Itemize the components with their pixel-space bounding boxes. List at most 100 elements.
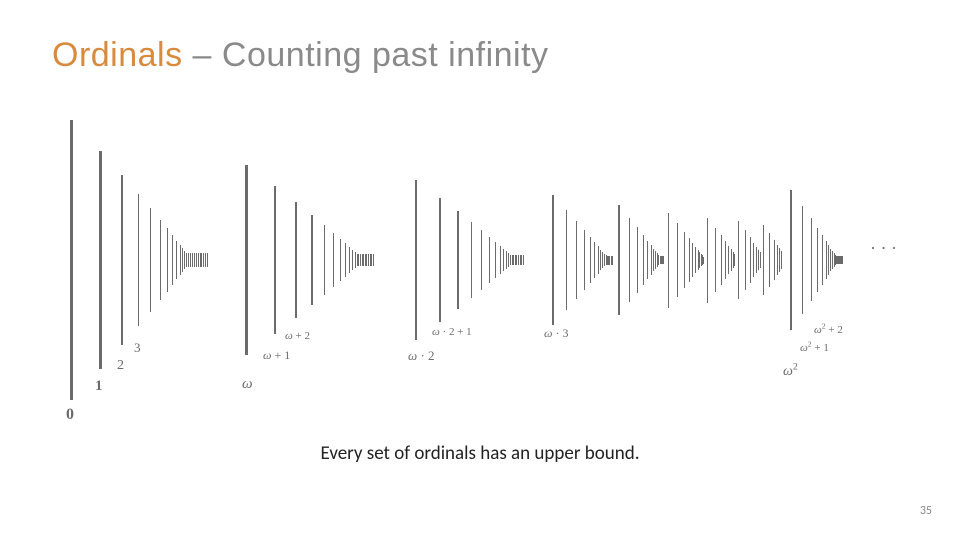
- ordinal-bar: [363, 254, 364, 266]
- ordinal-bar: [415, 180, 417, 340]
- ordinal-bar: [769, 233, 770, 286]
- ordinal-bar: [817, 228, 818, 292]
- ordinal-bar: [368, 254, 369, 266]
- ordinal-bar: [245, 165, 248, 355]
- ordinal-bar: [552, 195, 554, 325]
- ordinal-bar: [138, 194, 140, 327]
- ordinal-bar: [515, 255, 516, 265]
- ordinal-bar: [481, 230, 482, 289]
- ordinal-bar: [653, 249, 654, 272]
- ordinal-bar: [99, 151, 101, 369]
- ordinal-bar: [196, 253, 197, 267]
- ordinal-bar: [274, 186, 276, 334]
- ordinal-bar: [738, 221, 739, 299]
- slide-title: Ordinals – Counting past infinity: [52, 36, 549, 75]
- ordinal-bar: [194, 253, 195, 267]
- ordinal-bar: [457, 211, 458, 308]
- ordinal-bar: [760, 252, 761, 267]
- ordinal-bar: [362, 254, 363, 266]
- ordinal-bar: [763, 225, 764, 295]
- ordinal-bar: [508, 253, 509, 266]
- ordinal-bar: [167, 228, 168, 291]
- ordinal-bar: [830, 249, 831, 271]
- ellipsis: · · ·: [870, 238, 897, 259]
- ordinal-label: 2: [117, 358, 124, 374]
- ordinal-bar: [203, 253, 204, 267]
- ordinal-bar: [516, 255, 517, 265]
- ordinal-bar: [512, 255, 513, 265]
- ordinal-bar: [731, 249, 732, 271]
- ordinal-bar: [643, 235, 644, 285]
- ordinal-bar: [802, 206, 803, 314]
- ordinal-bar: [655, 251, 656, 269]
- ordinal-bar: [602, 252, 603, 268]
- ordinal-bar: [728, 246, 729, 274]
- ordinal-bar: [566, 210, 567, 310]
- ordinal-bar: [489, 237, 490, 283]
- ordinal-bar: [371, 254, 372, 266]
- ordinal-label: ω + 2: [285, 330, 310, 342]
- page-number: 35: [920, 504, 932, 518]
- ordinal-bar: [495, 242, 496, 278]
- ordinal-bar: [523, 255, 524, 265]
- ordinal-bar: [518, 255, 519, 265]
- ordinal-label: ω: [242, 376, 253, 393]
- ordinal-bar: [822, 235, 823, 284]
- ordinal-label: 0: [66, 406, 74, 424]
- ordinal-label: ω · 2 + 1: [432, 326, 472, 338]
- ordinal-bar: [745, 230, 746, 289]
- ordinal-bar: [345, 243, 346, 276]
- ordinal-bar: [205, 253, 206, 267]
- ordinal-bar: [365, 254, 366, 266]
- ordinal-bar: [207, 253, 208, 267]
- ordinal-label: ω · 3: [544, 326, 568, 341]
- ordinal-bar: [295, 202, 297, 318]
- ordinal-bar: [721, 235, 722, 284]
- ordinal-bar: [186, 253, 187, 267]
- ordinal-bar: [324, 225, 325, 295]
- ordinal-bar: [842, 256, 843, 264]
- ordinal-bar: [811, 218, 812, 301]
- ordinal-label: 3: [134, 340, 141, 356]
- ordinal-bar: [503, 249, 504, 271]
- ordinal-bar: [663, 256, 664, 264]
- ordinal-bar: [695, 247, 696, 273]
- ordinal-bar: [689, 238, 690, 281]
- ordinal-bar: [699, 252, 700, 267]
- ordinal-bar: [201, 253, 202, 267]
- ordinal-bar: [774, 240, 775, 280]
- ordinal-bar: [734, 254, 735, 266]
- ordinal-bar: [750, 237, 751, 282]
- ordinal-bar: [184, 251, 185, 269]
- ordinal-bar: [637, 227, 638, 292]
- ordinal-bar: [647, 241, 648, 280]
- ordinal-bar: [439, 198, 441, 323]
- ordinal-bar: [677, 223, 678, 296]
- ordinal-bar: [200, 253, 201, 267]
- ordinal-bar: [753, 243, 754, 277]
- ordinal-bar: [357, 254, 358, 266]
- ordinal-bar: [629, 218, 630, 303]
- ordinal-bar: [176, 241, 177, 279]
- ordinal-bar: [684, 232, 685, 288]
- ordinal-bar: [715, 228, 716, 293]
- ordinal-label: ω · 2: [408, 348, 435, 364]
- ordinal-label: ω2: [783, 364, 798, 380]
- ordinal-bar: [360, 254, 361, 266]
- ordinal-bar: [500, 246, 501, 274]
- ordinal-bar: [358, 254, 359, 266]
- ordinal-bar: [707, 218, 708, 303]
- ordinal-bar: [352, 250, 353, 270]
- ordinal-label: ω2 + 1: [800, 342, 829, 354]
- ordinal-bar: [349, 247, 350, 273]
- ordinal-bar: [576, 221, 577, 298]
- ordinal-bar: [190, 253, 191, 267]
- ordinal-bar: [182, 248, 183, 271]
- ordinal-bar: [758, 250, 759, 270]
- ordinal-bar: [651, 245, 652, 275]
- ordinal-bar: [756, 247, 757, 273]
- ordinal-bar: [612, 256, 613, 265]
- ordinal-bar: [594, 242, 595, 277]
- ordinal-label: ω2 + 2: [814, 324, 843, 336]
- ordinal-bar: [188, 253, 189, 267]
